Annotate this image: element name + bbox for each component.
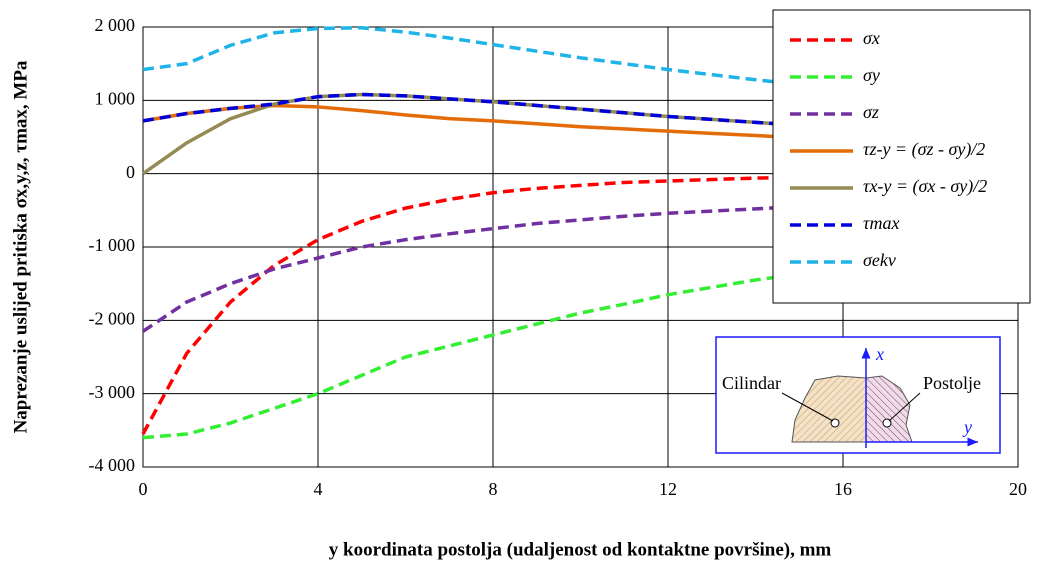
y-tick-label: -4 000	[89, 455, 136, 475]
legend-label: σz	[863, 102, 879, 122]
x-axis-title: y koordinata postolja (udaljenost od kon…	[329, 539, 832, 560]
inset: x y Cilindar Postolje	[715, 336, 1001, 454]
legend-label: τmax	[863, 213, 899, 233]
legend: σx σy σz τz-y = (σz - σy)/2 τx-y = (σx - σy)…	[772, 9, 1031, 304]
leader	[781, 392, 834, 422]
y-tick-label: -3 000	[89, 382, 136, 402]
y-tick-label: -1 000	[89, 235, 136, 255]
y-axis-title: Naprezanje uslijed pritiska σx,y,z, τmax…	[10, 60, 31, 433]
legend-label: τz-y = (σz - σy)/2	[863, 139, 985, 160]
y-tick-label: -2 000	[89, 308, 136, 328]
x-tick-label: 16	[834, 479, 852, 499]
x-tick-label: 0	[139, 479, 148, 499]
y-tick-label: 0	[126, 162, 135, 182]
legend-label: σekv	[863, 250, 896, 270]
inset-y-label: y	[962, 417, 972, 437]
x-tick-label: 4	[314, 479, 323, 499]
leader	[888, 392, 921, 422]
y-tick-label: 1 000	[95, 88, 136, 108]
x-tick-label: 20	[1009, 479, 1027, 499]
inset-x-label: x	[875, 344, 884, 364]
series-line	[141, 173, 1019, 435]
legend-box	[772, 9, 1031, 304]
inset-right-label: Postolje	[923, 373, 981, 393]
legend-label: τx-y = (σx - σy)/2	[863, 176, 987, 197]
cylinder	[791, 375, 867, 443]
y-tick-label: 2 000	[95, 15, 136, 35]
inset-left-label: Cilindar	[722, 373, 781, 393]
x-tick-label: 8	[489, 479, 498, 499]
legend-label: σx	[863, 28, 880, 48]
x-tick-label: 12	[659, 479, 677, 499]
legend-label: σy	[863, 65, 880, 85]
